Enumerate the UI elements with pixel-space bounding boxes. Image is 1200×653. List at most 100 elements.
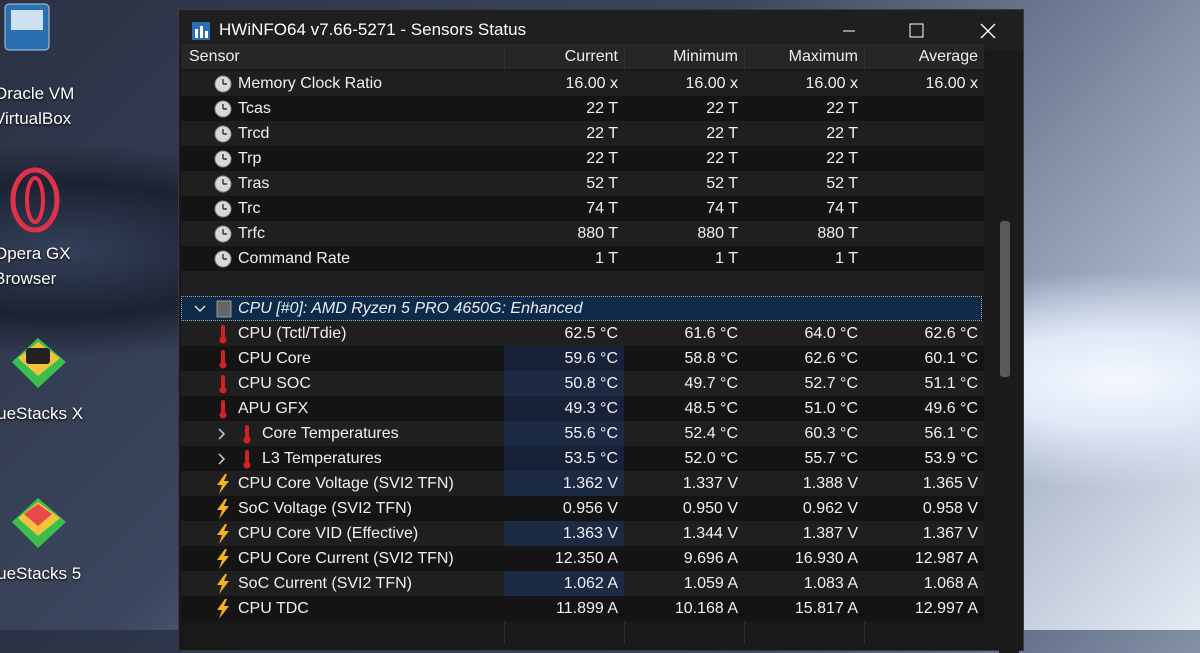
table-row[interactable]	[181, 246, 984, 271]
clock-hands	[222, 179, 227, 185]
table-row[interactable]	[181, 171, 984, 196]
sensor-name: Trfc	[238, 225, 265, 242]
sensor-value: 62.6 °C	[924, 325, 978, 342]
sensor-value: 55.6 °C	[564, 425, 618, 442]
sensor-value: 1.059 A	[683, 575, 738, 592]
sensor-value: 0.950 V	[682, 500, 738, 517]
chip-icon	[216, 300, 232, 318]
column-header[interactable]: Current	[564, 48, 618, 65]
sensor-value: 1 T	[595, 250, 618, 267]
sensor-name: Core Temperatures	[262, 425, 399, 442]
app-icon	[192, 22, 210, 40]
sensor-name: Trc	[238, 200, 261, 217]
thermo-stem	[221, 400, 225, 414]
table-header	[181, 44, 984, 69]
sensor-name: SoC Current (SVI2 TFN)	[238, 575, 412, 592]
column-header[interactable]: Sensor	[189, 48, 240, 65]
sensor-value: 15.817 A	[794, 600, 858, 617]
clock-icon	[214, 100, 232, 118]
sensor-name: CPU SOC	[238, 375, 311, 392]
column-header[interactable]: Maximum	[788, 48, 858, 65]
bolt-shape	[217, 599, 229, 619]
sensor-value: 49.3 °C	[564, 400, 618, 417]
clock-hands	[222, 204, 227, 210]
collapse-chevron	[194, 305, 206, 313]
group-title: CPU [#0]: AMD Ryzen 5 PRO 4650G: Enhance…	[238, 300, 583, 317]
table-row[interactable]	[181, 121, 984, 146]
thermometer-icon	[219, 350, 227, 369]
clock-hands	[222, 104, 227, 110]
sensor-value: 880 T	[577, 225, 618, 242]
sensor-value: 880 T	[817, 225, 858, 242]
clock-icon	[214, 125, 232, 143]
sensor-value: 60.1 °C	[924, 350, 978, 367]
bluestacks-x-icon[interactable]	[4, 332, 70, 396]
sensor-value: 1.365 V	[922, 475, 978, 492]
table-row[interactable]	[181, 196, 984, 221]
sensor-value: 22 T	[826, 100, 858, 117]
table-row[interactable]	[181, 96, 984, 121]
clock-icon	[214, 200, 232, 218]
sensor-value: 1.362 V	[562, 475, 618, 492]
thermo-bulb	[243, 461, 251, 469]
sensor-value: 62.5 °C	[564, 325, 618, 342]
sensor-value: 55.7 °C	[804, 450, 858, 467]
current-cell-bg	[504, 371, 624, 396]
sensor-value: 74 T	[706, 200, 738, 217]
table-row[interactable]	[181, 146, 984, 171]
column-header[interactable]: Average	[918, 48, 978, 65]
group-header[interactable]	[181, 296, 982, 321]
table-row[interactable]	[181, 596, 984, 621]
sensor-value: 0.958 V	[922, 500, 978, 517]
sensor-value: 1.083 A	[803, 575, 858, 592]
column-header[interactable]: Minimum	[673, 48, 738, 65]
sensor-name: Command Rate	[238, 250, 351, 267]
table-row[interactable]	[181, 221, 984, 246]
thermometer-icon	[219, 400, 227, 419]
desktop-icon-label: BlueStacks X	[0, 404, 84, 423]
bolt-shape	[217, 474, 229, 494]
sensor-name: APU GFX	[238, 400, 309, 417]
bolt-icon	[217, 474, 229, 494]
bluestacks-5-icon[interactable]	[4, 492, 70, 556]
sensor-name: CPU Core VID (Effective)	[238, 525, 419, 542]
scrollbar-thumb[interactable]	[1000, 221, 1010, 377]
sensor-value: 58.8 °C	[684, 350, 738, 367]
opera-gx-icon[interactable]	[10, 165, 70, 235]
thermometer-icon	[219, 325, 227, 344]
sensor-value: 22 T	[706, 125, 738, 142]
thermo-bulb	[243, 436, 251, 444]
close-button[interactable]	[980, 23, 996, 39]
sensor-value: 60.3 °C	[804, 425, 858, 442]
sensor-value: 53.9 °C	[924, 450, 978, 467]
current-cell-bg	[504, 396, 624, 421]
table-row[interactable]	[181, 546, 984, 571]
sensor-value: 12.997 A	[914, 600, 978, 617]
thermo-stem	[221, 325, 225, 339]
sensor-value: 52.7 °C	[804, 375, 858, 392]
current-cell-bg	[504, 446, 624, 471]
scrollbar[interactable]	[999, 53, 1019, 653]
table-row[interactable]	[181, 496, 984, 521]
current-cell-bg	[504, 571, 624, 596]
sensor-value: 16.00 x	[805, 75, 858, 92]
sensor-value: 1.363 V	[562, 525, 618, 542]
sensor-value: 9.696 A	[683, 550, 738, 567]
sensor-value: 48.5 °C	[684, 400, 738, 417]
sensor-value: 16.00 x	[565, 75, 618, 92]
current-cell-bg	[504, 421, 624, 446]
sensor-value: 52 T	[706, 175, 738, 192]
virtualbox-icon[interactable]	[0, 0, 57, 58]
clock-hands	[222, 154, 227, 160]
sensor-value: 1.062 A	[563, 575, 618, 592]
table-row[interactable]	[181, 71, 984, 96]
sensor-value: 1.367 V	[922, 525, 978, 542]
sensor-value: 16.930 A	[794, 550, 858, 567]
sensor-value: 10.168 A	[674, 600, 738, 617]
bolt-shape	[217, 549, 229, 569]
sensor-value: 74 T	[826, 200, 858, 217]
sensor-value: 52.4 °C	[684, 425, 738, 442]
desktop-icon-label: Oracle VM	[0, 84, 75, 103]
maximize-button[interactable]	[909, 23, 924, 38]
table-row[interactable]	[181, 321, 984, 346]
